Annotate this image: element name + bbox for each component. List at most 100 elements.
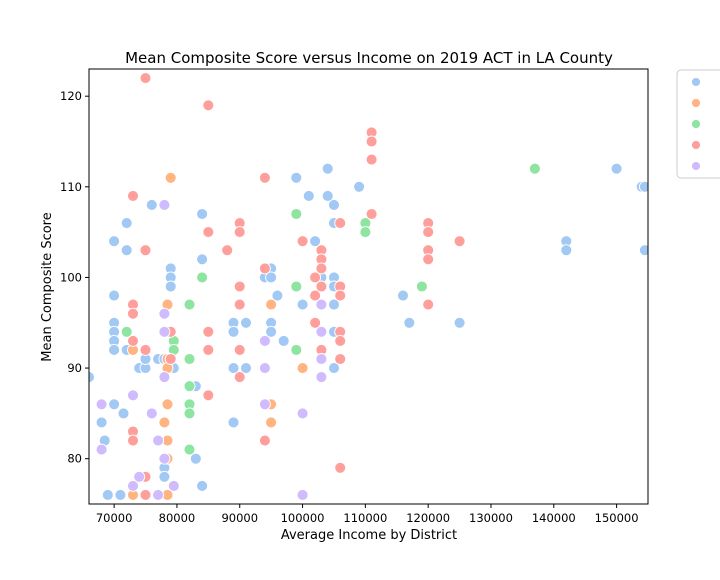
data-point-series-1 bbox=[227, 416, 240, 429]
data-point-series-1 bbox=[638, 180, 648, 193]
y-tick-label: 120 bbox=[60, 89, 82, 103]
data-point-series-5 bbox=[145, 407, 158, 420]
data-point-series-3 bbox=[183, 298, 196, 311]
data-point-series-2 bbox=[265, 298, 278, 311]
data-point-series-4 bbox=[258, 171, 271, 184]
data-point-series-5 bbox=[315, 371, 328, 384]
data-point-series-1 bbox=[328, 362, 340, 375]
x-tick-label: 150000 bbox=[595, 511, 639, 525]
x-tick-label: 70000 bbox=[96, 511, 133, 525]
data-point-series-1 bbox=[290, 171, 303, 184]
data-point-series-4 bbox=[233, 371, 246, 384]
data-point-series-1 bbox=[164, 280, 177, 293]
data-point-series-1 bbox=[240, 316, 252, 329]
data-point-series-4 bbox=[202, 325, 215, 338]
data-point-series-1 bbox=[271, 289, 284, 302]
data-point-series-1 bbox=[309, 235, 322, 248]
data-point-series-3 bbox=[290, 208, 303, 220]
data-point-series-4 bbox=[202, 389, 215, 402]
y-tick-label: 80 bbox=[67, 452, 82, 466]
x-tick-label: 130000 bbox=[469, 511, 513, 525]
data-point-series-4 bbox=[164, 353, 177, 365]
x-axis-label: Average Income by District bbox=[281, 528, 457, 543]
data-point-series-3 bbox=[415, 280, 428, 293]
data-point-series-1 bbox=[196, 479, 209, 492]
data-point-series-2 bbox=[164, 171, 177, 184]
legend-marker-3 bbox=[691, 119, 701, 129]
data-point-series-4 bbox=[334, 353, 347, 365]
y-tick-label: 110 bbox=[60, 180, 82, 194]
data-point-series-3 bbox=[290, 343, 303, 356]
data-point-series-4 bbox=[127, 434, 139, 447]
data-point-series-1 bbox=[328, 298, 340, 311]
data-point-series-5 bbox=[296, 407, 309, 420]
data-point-series-1 bbox=[101, 488, 114, 501]
data-point-series-4 bbox=[127, 307, 139, 320]
y-axis-label: Mean Composite Score bbox=[40, 212, 55, 361]
data-point-series-1 bbox=[196, 253, 209, 266]
data-point-series-2 bbox=[161, 398, 174, 411]
data-point-series-4 bbox=[422, 298, 435, 311]
y-ticks: 80 90 100 110 120 bbox=[60, 89, 89, 466]
data-point-series-5 bbox=[296, 488, 309, 501]
data-point-series-5 bbox=[158, 452, 171, 465]
data-point-series-1 bbox=[117, 407, 130, 420]
x-tick-label: 110000 bbox=[343, 511, 387, 525]
data-point-series-1 bbox=[108, 398, 121, 411]
chart-title: Mean Composite Score versus Income on 20… bbox=[125, 49, 613, 67]
legend bbox=[676, 69, 720, 179]
data-point-series-1 bbox=[108, 343, 121, 356]
data-point-series-4 bbox=[139, 244, 152, 257]
data-point-series-1 bbox=[227, 362, 240, 375]
data-point-series-4 bbox=[233, 226, 246, 239]
x-tick-label: 120000 bbox=[406, 511, 450, 525]
x-tick-label: 80000 bbox=[159, 511, 196, 525]
data-point-series-3 bbox=[120, 325, 133, 338]
plot-frame bbox=[88, 68, 649, 505]
data-point-series-1 bbox=[321, 189, 334, 202]
data-point-series-5 bbox=[258, 334, 271, 347]
data-point-series-1 bbox=[89, 371, 95, 384]
x-tick-label: 90000 bbox=[221, 511, 258, 525]
data-point-series-5 bbox=[152, 434, 165, 447]
data-point-series-1 bbox=[328, 198, 340, 211]
data-point-series-4 bbox=[309, 271, 322, 284]
data-point-series-1 bbox=[403, 316, 416, 329]
data-point-series-4 bbox=[139, 343, 152, 356]
data-point-series-2 bbox=[158, 416, 171, 429]
data-point-series-5 bbox=[315, 353, 328, 365]
data-point-series-4 bbox=[202, 99, 215, 112]
data-point-series-5 bbox=[158, 371, 171, 384]
data-point-series-1 bbox=[227, 325, 240, 338]
y-tick-label: 100 bbox=[60, 270, 82, 284]
data-point-series-4 bbox=[334, 334, 347, 347]
data-point-series-4 bbox=[309, 316, 322, 329]
data-point-series-1 bbox=[108, 289, 121, 302]
data-point-series-5 bbox=[167, 479, 180, 492]
data-point-series-3 bbox=[183, 407, 196, 420]
data-point-series-3 bbox=[183, 380, 196, 393]
data-point-series-5 bbox=[95, 443, 108, 456]
data-point-series-4 bbox=[258, 434, 271, 447]
data-point-series-4 bbox=[221, 244, 234, 257]
x-tick-label: 140000 bbox=[532, 511, 576, 525]
data-point-series-4 bbox=[233, 343, 246, 356]
data-point-series-5 bbox=[315, 325, 328, 338]
data-point-series-1 bbox=[265, 271, 278, 284]
data-point-series-2 bbox=[265, 416, 278, 429]
data-point-series-3 bbox=[183, 353, 196, 365]
data-point-series-3 bbox=[183, 443, 196, 456]
data-point-series-2 bbox=[296, 362, 309, 375]
data-point-series-1 bbox=[610, 162, 623, 175]
data-point-series-4 bbox=[453, 235, 466, 248]
data-point-series-1 bbox=[302, 189, 315, 202]
data-point-series-4 bbox=[258, 262, 271, 275]
legend-marker-4 bbox=[691, 140, 701, 150]
data-point-series-5 bbox=[258, 398, 271, 411]
data-point-series-5 bbox=[95, 398, 108, 411]
data-point-series-3 bbox=[196, 271, 209, 284]
data-point-series-1 bbox=[145, 198, 158, 211]
data-point-series-5 bbox=[315, 298, 328, 311]
data-point-series-5 bbox=[127, 389, 139, 402]
